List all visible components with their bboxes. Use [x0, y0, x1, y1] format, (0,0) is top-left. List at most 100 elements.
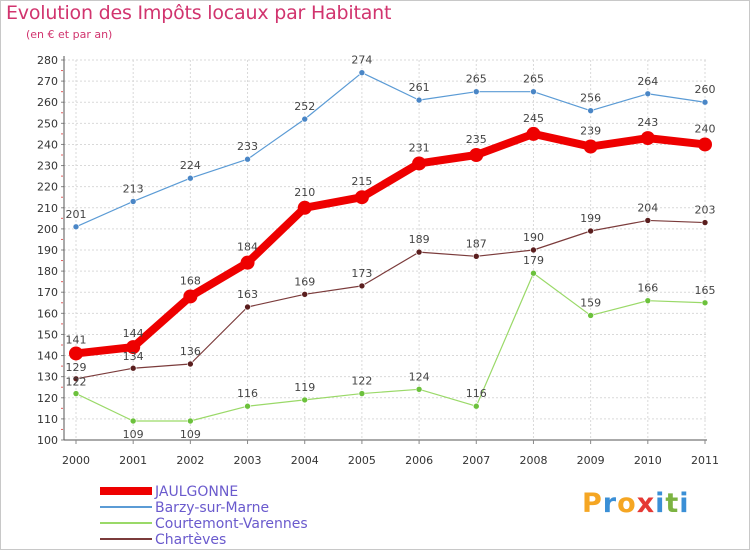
logo-letter: t [665, 488, 680, 519]
logo-letter: i [679, 488, 690, 519]
y-tick-label: 280 [37, 54, 58, 67]
data-label: 173 [351, 267, 372, 280]
data-label: 109 [180, 428, 201, 441]
data-point [187, 417, 194, 425]
data-point [530, 246, 537, 254]
data-point [644, 90, 652, 98]
data-label: 122 [351, 375, 372, 388]
legend-label: Barzy-sur-Marne [155, 500, 269, 516]
x-tick-label: 2010 [634, 454, 662, 467]
data-point [644, 217, 652, 224]
data-label: 169 [294, 275, 315, 288]
data-label: 240 [695, 122, 716, 135]
data-point [583, 139, 598, 154]
data-label: 187 [466, 237, 487, 250]
data-label: 168 [180, 274, 201, 287]
data-label: 264 [637, 75, 658, 88]
data-label: 261 [409, 81, 430, 94]
data-point [415, 248, 423, 256]
data-label: 201 [66, 208, 87, 221]
data-point [187, 174, 194, 182]
logo-letter: P [582, 488, 603, 519]
logo-letter: i [655, 488, 666, 519]
data-label: 204 [637, 201, 658, 214]
data-label: 199 [580, 212, 601, 225]
y-tick-label: 180 [37, 265, 58, 278]
data-label: 265 [523, 73, 544, 86]
data-point [698, 137, 712, 152]
data-label: 203 [695, 204, 716, 217]
data-point [244, 155, 251, 163]
data-point [301, 115, 309, 123]
data-point [240, 255, 255, 270]
y-tick-label: 240 [37, 138, 58, 151]
data-label: 134 [123, 350, 144, 363]
x-tick-label: 2006 [405, 454, 433, 467]
data-label: 245 [523, 112, 544, 125]
y-tick-label: 260 [37, 96, 58, 109]
x-tick-label: 2005 [348, 454, 376, 467]
data-point [587, 312, 594, 319]
data-point [72, 375, 80, 383]
data-point [72, 223, 80, 231]
data-point [354, 190, 369, 205]
y-tick-label: 190 [37, 244, 58, 257]
data-point [187, 360, 194, 368]
proxiti-logo: Proxiti [582, 488, 690, 519]
y-tick-label: 160 [37, 307, 58, 320]
data-point [644, 297, 652, 304]
data-label: 189 [409, 233, 430, 246]
data-point [701, 219, 709, 226]
legend-label: Courtemont-Varennes [155, 516, 308, 532]
x-tick-label: 2000 [62, 454, 90, 467]
x-tick-label: 2003 [234, 454, 262, 467]
data-point [301, 396, 309, 404]
data-label: 136 [180, 345, 201, 358]
data-point [472, 88, 480, 95]
data-point [469, 148, 484, 162]
data-label: 163 [237, 288, 258, 301]
data-label: 235 [466, 133, 487, 146]
data-point [244, 303, 251, 311]
legend-label: Chartèves [155, 532, 226, 548]
data-label: 144 [123, 327, 144, 340]
data-label: 129 [66, 361, 87, 374]
data-point [129, 364, 137, 372]
x-tick-label: 2002 [176, 454, 204, 467]
data-label: 166 [637, 282, 658, 295]
data-point [701, 299, 709, 307]
series-line-jaulgonne [72, 129, 709, 358]
y-tick-label: 170 [37, 286, 58, 299]
data-point [126, 340, 141, 355]
data-point [472, 402, 480, 410]
chart-title: Evolution des Impôts locaux par Habitant [6, 2, 392, 24]
data-point [129, 198, 137, 205]
logo-letter: r [602, 488, 618, 519]
data-label: 124 [409, 370, 430, 383]
x-tick-label: 2008 [519, 454, 547, 467]
data-label: 190 [523, 231, 544, 244]
series-line-barzy-sur-marne [75, 72, 706, 228]
y-tick-label: 100 [37, 434, 58, 447]
data-label: 260 [695, 83, 716, 96]
x-tick-label: 2004 [291, 454, 319, 467]
data-label: 265 [466, 73, 487, 86]
data-label: 215 [351, 175, 372, 188]
data-label: 165 [695, 284, 716, 297]
data-label: 243 [637, 116, 658, 129]
data-label: 233 [237, 140, 258, 153]
logo-letter: o [617, 488, 637, 519]
chart-subtitle: (en € et par an) [26, 28, 113, 41]
y-tick-label: 110 [37, 413, 58, 426]
y-tick-label: 250 [37, 117, 58, 130]
x-tick-label: 2011 [691, 454, 719, 467]
data-point [530, 269, 537, 277]
data-label: 213 [123, 182, 144, 195]
y-tick-label: 200 [37, 223, 58, 236]
data-label: 274 [351, 54, 372, 67]
y-tick-label: 140 [37, 350, 58, 363]
y-tick-label: 230 [37, 160, 58, 173]
data-point [640, 131, 655, 146]
